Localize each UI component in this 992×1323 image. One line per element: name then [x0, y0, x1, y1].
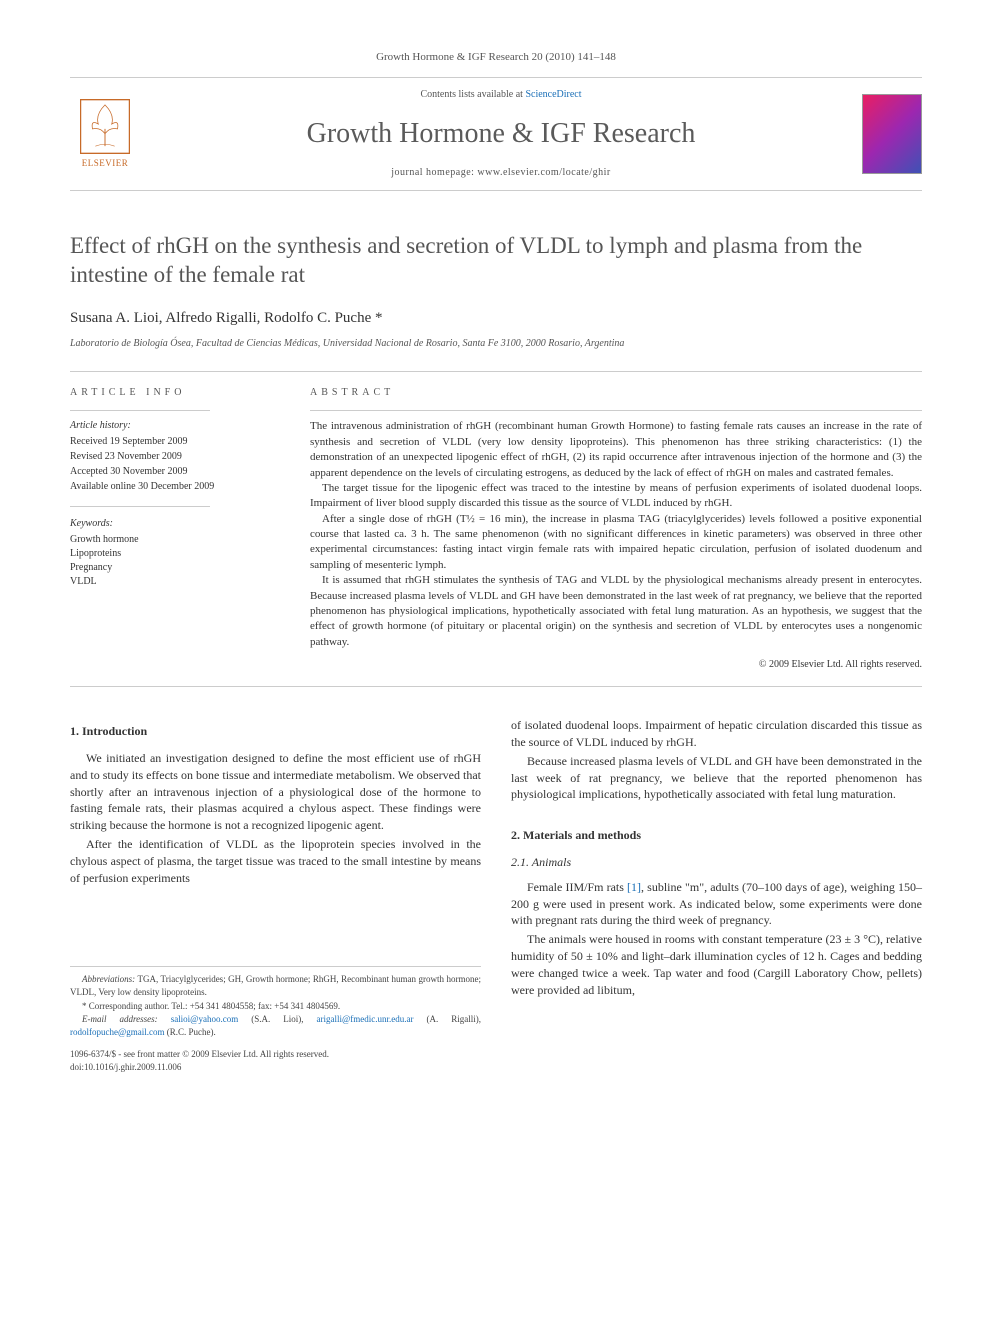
- body-paragraph: The animals were housed in rooms with co…: [511, 931, 922, 998]
- history-revised: Revised 23 November 2009: [70, 450, 276, 464]
- section-heading-methods: 2. Materials and methods: [511, 827, 922, 844]
- journal-cover-thumbnail: [862, 94, 922, 174]
- body-right-column: of isolated duodenal loops. Impairment o…: [511, 717, 922, 1073]
- body-paragraph: of isolated duodenal loops. Impairment o…: [511, 717, 922, 751]
- emails-line: E-mail addresses: salioi@yahoo.com (S.A.…: [70, 1013, 481, 1038]
- abstract-heading: ABSTRACT: [310, 386, 922, 400]
- keyword-item: Pregnancy: [70, 561, 276, 575]
- email-link[interactable]: arigalli@fmedic.unr.edu.ar: [316, 1014, 413, 1024]
- abstract-column: ABSTRACT The intravenous administration …: [290, 372, 922, 686]
- history-received: Received 19 September 2009: [70, 435, 276, 449]
- contents-prefix: Contents lists available at: [420, 89, 525, 100]
- keyword-item: Growth hormone: [70, 533, 276, 547]
- keyword-item: VLDL: [70, 575, 276, 589]
- elsevier-tree-icon: [80, 99, 130, 154]
- journal-homepage: journal homepage: www.elsevier.com/locat…: [140, 166, 862, 180]
- doi-line: doi:10.1016/j.ghir.2009.11.006: [70, 1061, 481, 1074]
- abbreviations-line: Abbreviations: TGA, Triacylglycerides; G…: [70, 973, 481, 998]
- footnote-block: Abbreviations: TGA, Triacylglycerides; G…: [70, 966, 481, 1073]
- article-title: Effect of rhGH on the synthesis and secr…: [70, 231, 922, 291]
- subsection-heading-animals: 2.1. Animals: [511, 854, 922, 871]
- reference-link[interactable]: [1]: [627, 880, 641, 894]
- abstract-paragraph: The target tissue for the lipogenic effe…: [310, 481, 922, 512]
- email-name: (S.A. Lioi),: [238, 1014, 316, 1024]
- authors-line: Susana A. Lioi, Alfredo Rigalli, Rodolfo…: [70, 308, 922, 329]
- body-paragraph: Because increased plasma levels of VLDL …: [511, 753, 922, 803]
- article-info-heading: ARTICLE INFO: [70, 386, 276, 400]
- journal-header: ELSEVIER Contents lists available at Sci…: [70, 77, 922, 190]
- keywords-label: Keywords:: [70, 517, 276, 531]
- email-name: (A. Rigalli),: [414, 1014, 482, 1024]
- contents-available: Contents lists available at ScienceDirec…: [140, 88, 862, 102]
- abbrev-label: Abbreviations:: [82, 974, 135, 984]
- history-online: Available online 30 December 2009: [70, 480, 276, 494]
- section-heading-intro: 1. Introduction: [70, 723, 481, 740]
- body-paragraph: Female IIM/Fm rats [1], subline "m", adu…: [511, 879, 922, 929]
- sciencedirect-link[interactable]: ScienceDirect: [525, 89, 581, 100]
- elsevier-logo: ELSEVIER: [70, 94, 140, 174]
- email-link[interactable]: rodolfopuche@gmail.com: [70, 1027, 165, 1037]
- article-info-column: ARTICLE INFO Article history: Received 1…: [70, 372, 290, 686]
- abstract-paragraph: It is assumed that rhGH stimulates the s…: [310, 573, 922, 650]
- body-text: Female IIM/Fm rats: [527, 880, 627, 894]
- abstract-copyright: © 2009 Elsevier Ltd. All rights reserved…: [310, 658, 922, 672]
- citation-line: Growth Hormone & IGF Research 20 (2010) …: [70, 50, 922, 65]
- body-paragraph: After the identification of VLDL as the …: [70, 836, 481, 886]
- body-paragraph: We initiated an investigation designed t…: [70, 750, 481, 834]
- corresponding-author-line: * Corresponding author. Tel.: +54 341 48…: [70, 1000, 481, 1013]
- history-accepted: Accepted 30 November 2009: [70, 465, 276, 479]
- keyword-item: Lipoproteins: [70, 547, 276, 561]
- abstract-paragraph: After a single dose of rhGH (T½ = 16 min…: [310, 512, 922, 574]
- email-link[interactable]: salioi@yahoo.com: [171, 1014, 239, 1024]
- abstract-paragraph: The intravenous administration of rhGH (…: [310, 419, 922, 481]
- emails-label: E-mail addresses:: [82, 1014, 158, 1024]
- journal-name: Growth Hormone & IGF Research: [140, 114, 862, 153]
- issn-line: 1096-6374/$ - see front matter © 2009 El…: [70, 1048, 481, 1061]
- history-label: Article history:: [70, 419, 276, 433]
- affiliation-line: Laboratorio de Biología Ósea, Facultad d…: [70, 337, 922, 351]
- elsevier-label: ELSEVIER: [82, 157, 129, 170]
- email-name: (R.C. Puche).: [165, 1027, 216, 1037]
- body-left-column: 1. Introduction We initiated an investig…: [70, 717, 481, 1073]
